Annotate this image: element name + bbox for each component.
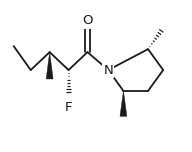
Text: N: N: [103, 64, 113, 76]
Text: F: F: [65, 101, 72, 114]
Polygon shape: [46, 52, 53, 79]
Polygon shape: [120, 91, 127, 116]
Text: O: O: [82, 14, 93, 27]
